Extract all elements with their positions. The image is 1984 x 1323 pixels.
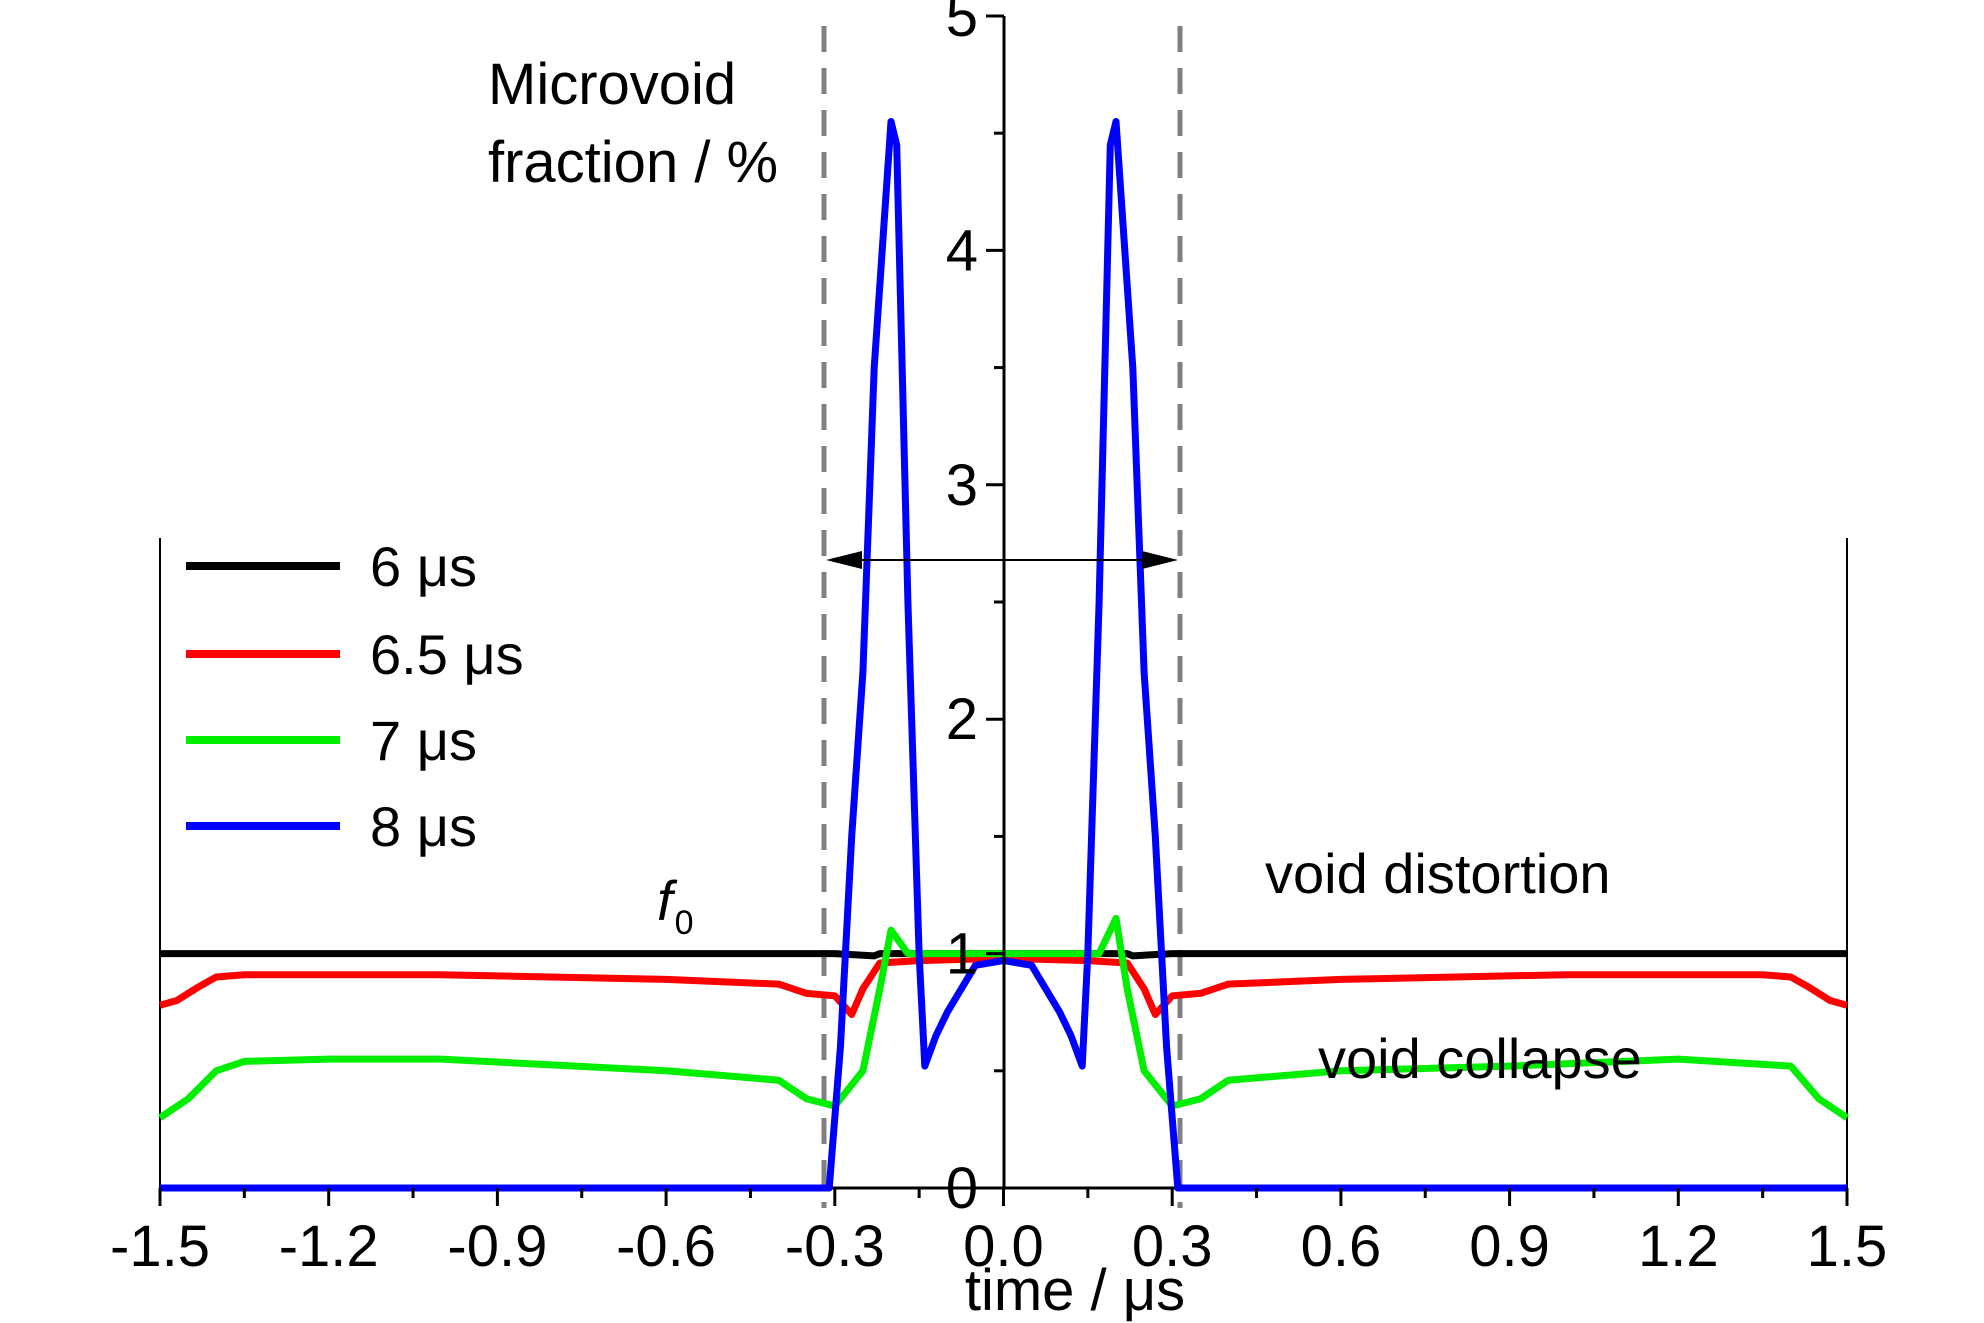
labels: Microvoid fraction / % time / μs void di… — [488, 52, 1642, 1323]
series-line-3 — [158, 914, 1849, 1121]
x-tick-label: 0.0 — [963, 1214, 1044, 1279]
left-arrowhead — [826, 551, 862, 569]
region-boundaries — [821, 26, 1183, 1208]
x-axis-label: time / μs — [965, 1258, 1185, 1323]
x-tick-label: 0.6 — [1301, 1214, 1382, 1279]
y-tick-label: 0 — [946, 1156, 978, 1221]
x-tick-label: 1.5 — [1807, 1214, 1888, 1279]
void-collapse-label: void collapse — [1318, 1027, 1642, 1090]
f0-subscript: 0 — [675, 904, 694, 942]
x-tick-label: 0.3 — [1132, 1214, 1213, 1279]
x-tick-label: -0.9 — [447, 1214, 547, 1279]
legend-label-3: 7 μs — [370, 709, 477, 772]
legend: 6 μs 6.5 μs 7 μs 8 μs — [186, 535, 524, 858]
void-distortion-label: void distortion — [1265, 842, 1611, 905]
legend-label-2: 6.5 μs — [370, 623, 524, 686]
y-tick-label: 3 — [946, 453, 978, 518]
x-tick-label: -0.6 — [616, 1214, 716, 1279]
axes: 0 1 2 3 4 5 -1.5 -1.2 -0.9 -0.6 -0.3 0.0 0.3 0.6 0.9 1.… — [110, 0, 1887, 1279]
y-axis-label-line2: fraction / % — [488, 130, 778, 195]
x-tick-label: -0.3 — [785, 1214, 885, 1279]
right-arrowhead — [1142, 551, 1178, 569]
y-tick-label: 2 — [946, 687, 978, 752]
legend-label-1: 6 μs — [370, 535, 477, 598]
x-tick-label: 1.2 — [1638, 1214, 1719, 1279]
y-tick-label: 5 — [946, 0, 978, 49]
y-tick-label: 4 — [946, 218, 978, 283]
legend-label-4: 8 μs — [370, 795, 477, 858]
x-tick-label: -1.2 — [279, 1214, 379, 1279]
width-arrow — [826, 551, 1178, 569]
f0-label: f0 — [657, 869, 693, 942]
y-tick-label: 1 — [946, 922, 978, 987]
x-tick-label: 0.9 — [1469, 1214, 1550, 1279]
x-tick-label: -1.5 — [110, 1214, 210, 1279]
y-axis-label-line1: Microvoid — [488, 52, 736, 117]
